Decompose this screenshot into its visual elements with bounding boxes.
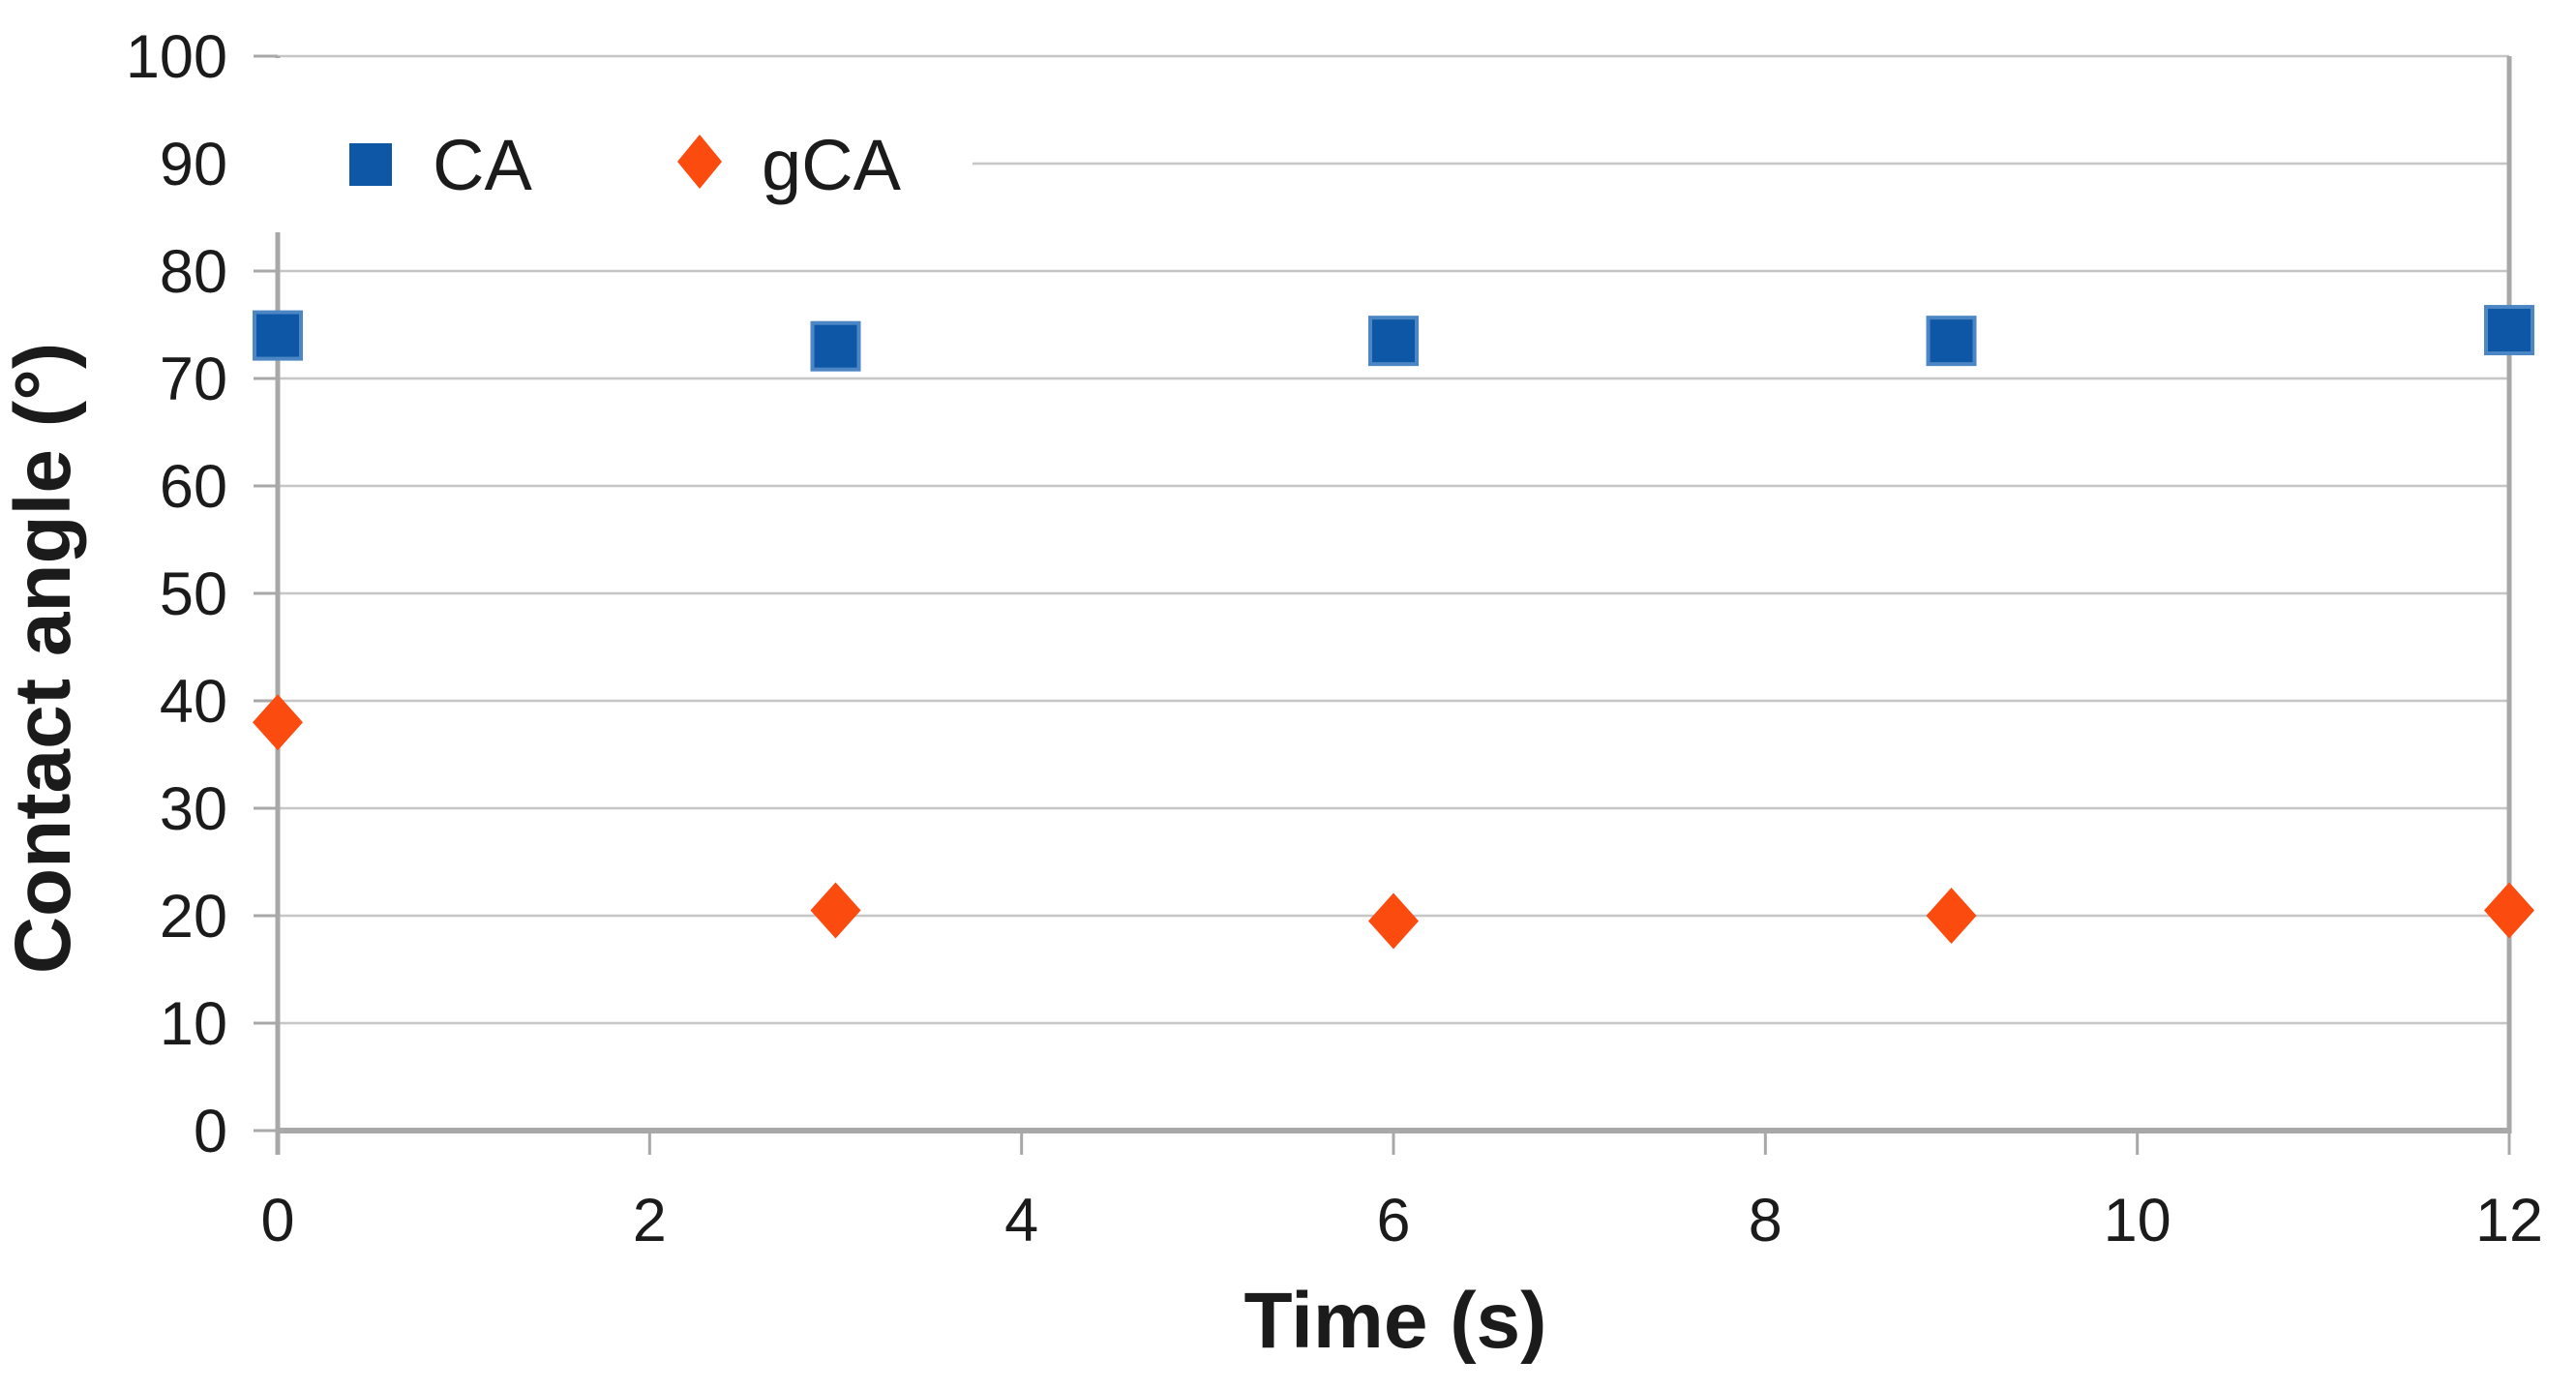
y-tick-label: 50 — [160, 560, 227, 628]
x-tick-label: 4 — [1004, 1187, 1038, 1254]
x-tick-label: 6 — [1376, 1187, 1410, 1254]
y-tick-label: 20 — [160, 883, 227, 951]
y-tick-label: 70 — [160, 346, 227, 413]
data-point-gCA — [810, 882, 861, 939]
legend-marker-gca-diamond — [677, 135, 722, 189]
y-tick-label: 10 — [160, 990, 227, 1058]
legend-label-gca: gCA — [762, 125, 902, 205]
y-tick-label: 90 — [160, 131, 227, 198]
x-tick-label: 8 — [1749, 1187, 1782, 1254]
x-axis-title: Time (s) — [1244, 1277, 1547, 1365]
y-tick-label: 40 — [160, 668, 227, 736]
y-tick-label: 80 — [160, 238, 227, 306]
data-point-gCA — [253, 694, 303, 751]
x-tick-label: 12 — [2475, 1187, 2543, 1254]
x-tick-label: 10 — [2104, 1187, 2172, 1254]
y-tick-label: 60 — [160, 453, 227, 521]
y-tick-label: 100 — [126, 23, 227, 91]
data-point-CA — [1926, 316, 1977, 367]
y-axis-title: Contact angle (°) — [0, 343, 87, 974]
data-point-gCA — [2484, 882, 2534, 939]
data-point-gCA — [1368, 892, 1419, 950]
x-tick-label: 2 — [633, 1187, 667, 1254]
y-tick-label: 0 — [194, 1098, 227, 1165]
points-layer — [253, 305, 2534, 950]
legend-label-ca: CA — [433, 125, 532, 205]
data-point-gCA — [1926, 888, 1977, 944]
data-point-CA — [253, 310, 303, 361]
legend-marker-ca-square — [349, 143, 392, 186]
y-tick-label: 30 — [160, 775, 227, 843]
x-tick-label: 0 — [260, 1187, 294, 1254]
tick-label-layer: 0 10 20 30 40 50 60 70 80 90 100 0 2 4 6 8 10 12 — [126, 23, 2543, 1254]
data-point-CA — [810, 320, 861, 372]
data-point-CA — [2484, 305, 2534, 356]
legend: CA gCA — [227, 58, 973, 232]
data-point-CA — [1368, 316, 1419, 367]
axis-layer — [254, 54, 2512, 1155]
